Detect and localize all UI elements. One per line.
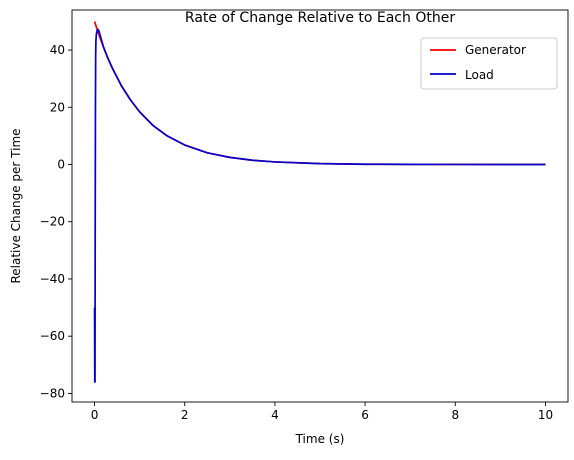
x-tick-label: 0 [91, 408, 99, 422]
series-line-load [93, 28, 546, 383]
y-tick-label: −60 [40, 329, 65, 343]
x-tick-label: 10 [538, 408, 553, 422]
legend-label-generator: Generator [465, 43, 526, 57]
y-tick-label: 0 [57, 158, 65, 172]
y-tick-label: −40 [40, 272, 65, 286]
legend-label-load: Load [465, 68, 494, 82]
y-axis-label: Relative Change per Time [9, 128, 23, 283]
y-tick-label: −80 [40, 386, 65, 400]
x-tick-label: 6 [361, 408, 369, 422]
series-group [93, 21, 546, 383]
x-tick-label: 2 [181, 408, 189, 422]
x-axis-label: Time (s) [295, 432, 345, 446]
y-tick-label: 20 [50, 100, 65, 114]
x-axis: 0 2 4 6 8 10 [91, 402, 553, 422]
axes-frame [71, 9, 569, 403]
plot-area [71, 9, 569, 403]
y-tick-label: 40 [50, 43, 65, 57]
legend: Generator Load [420, 37, 558, 90]
chart-title: Rate of Change Relative to Each Other [185, 10, 455, 26]
x-tick-label: 8 [451, 408, 459, 422]
y-tick-label: −20 [40, 215, 65, 229]
y-axis: −80 −60 −40 −20 0 20 40 [40, 43, 72, 400]
x-tick-label: 4 [271, 408, 279, 422]
